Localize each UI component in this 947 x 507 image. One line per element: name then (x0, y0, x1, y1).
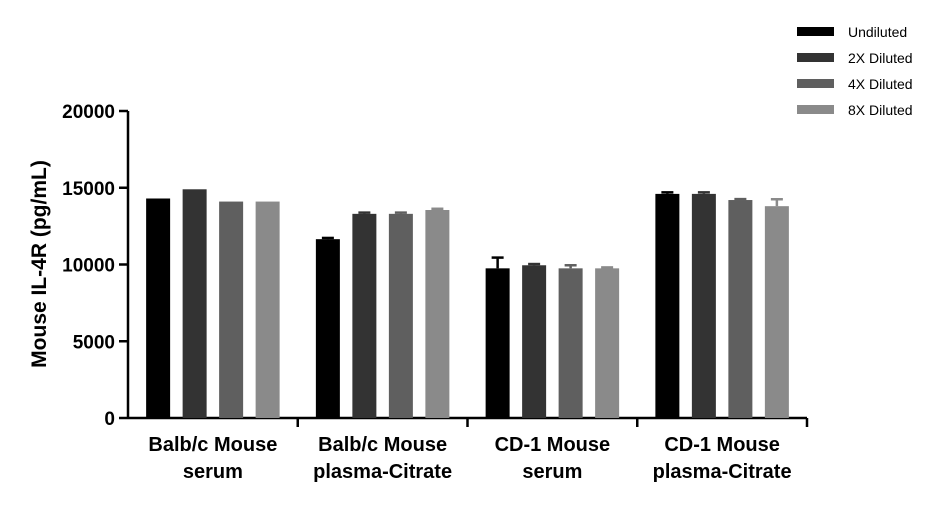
bar (182, 189, 207, 418)
legend-swatch (797, 79, 834, 88)
bar (425, 210, 450, 418)
x-tick-label-line2: serum (522, 461, 582, 483)
bar (522, 265, 547, 418)
legend-label: 4X Diluted (848, 76, 913, 92)
y-axis: 0 5000 10000 15000 20000 (62, 102, 130, 430)
bar (764, 206, 789, 418)
legend: Undiluted 2X Diluted 4X Diluted 8X Diluted (797, 24, 913, 118)
y-tick-label: 10000 (62, 256, 115, 277)
bar (691, 193, 716, 418)
x-tick-label-line2: plasma-Citrate (313, 461, 452, 483)
bar (485, 268, 510, 418)
bar (388, 213, 413, 418)
bar (146, 198, 171, 418)
bar (728, 200, 753, 418)
y-tick-label: 20000 (62, 102, 115, 123)
x-tick-label: Balb/c Mouse (318, 434, 447, 456)
legend-swatch (797, 105, 834, 114)
bar (352, 213, 377, 418)
y-tick-label: 15000 (62, 179, 115, 200)
bars (146, 189, 789, 418)
x-tick-label: CD-1 Mouse (495, 434, 611, 456)
x-tick-label-line2: plasma-Citrate (653, 461, 792, 483)
legend-label: 8X Diluted (848, 102, 913, 118)
x-tick-label: Balb/c Mouse (148, 434, 277, 456)
y-tick-label: 0 (104, 409, 115, 430)
bar (315, 239, 340, 418)
bar (655, 193, 680, 418)
bar (219, 201, 244, 418)
legend-swatch (797, 27, 834, 36)
x-tick-label: CD-1 Mouse (664, 434, 780, 456)
x-axis: Balb/c Mouse serum Balb/c Mouse plasma-Citr… (128, 416, 809, 483)
bar (558, 268, 583, 418)
bar (595, 268, 620, 418)
legend-swatch (797, 53, 834, 62)
legend-label: 2X Diluted (848, 50, 913, 66)
bar (255, 201, 280, 418)
y-axis-title: Mouse IL-4R (pg/mL) (28, 160, 51, 368)
x-tick-label-line2: serum (183, 461, 243, 483)
y-tick-label: 5000 (73, 332, 115, 353)
legend-label: Undiluted (848, 24, 907, 40)
